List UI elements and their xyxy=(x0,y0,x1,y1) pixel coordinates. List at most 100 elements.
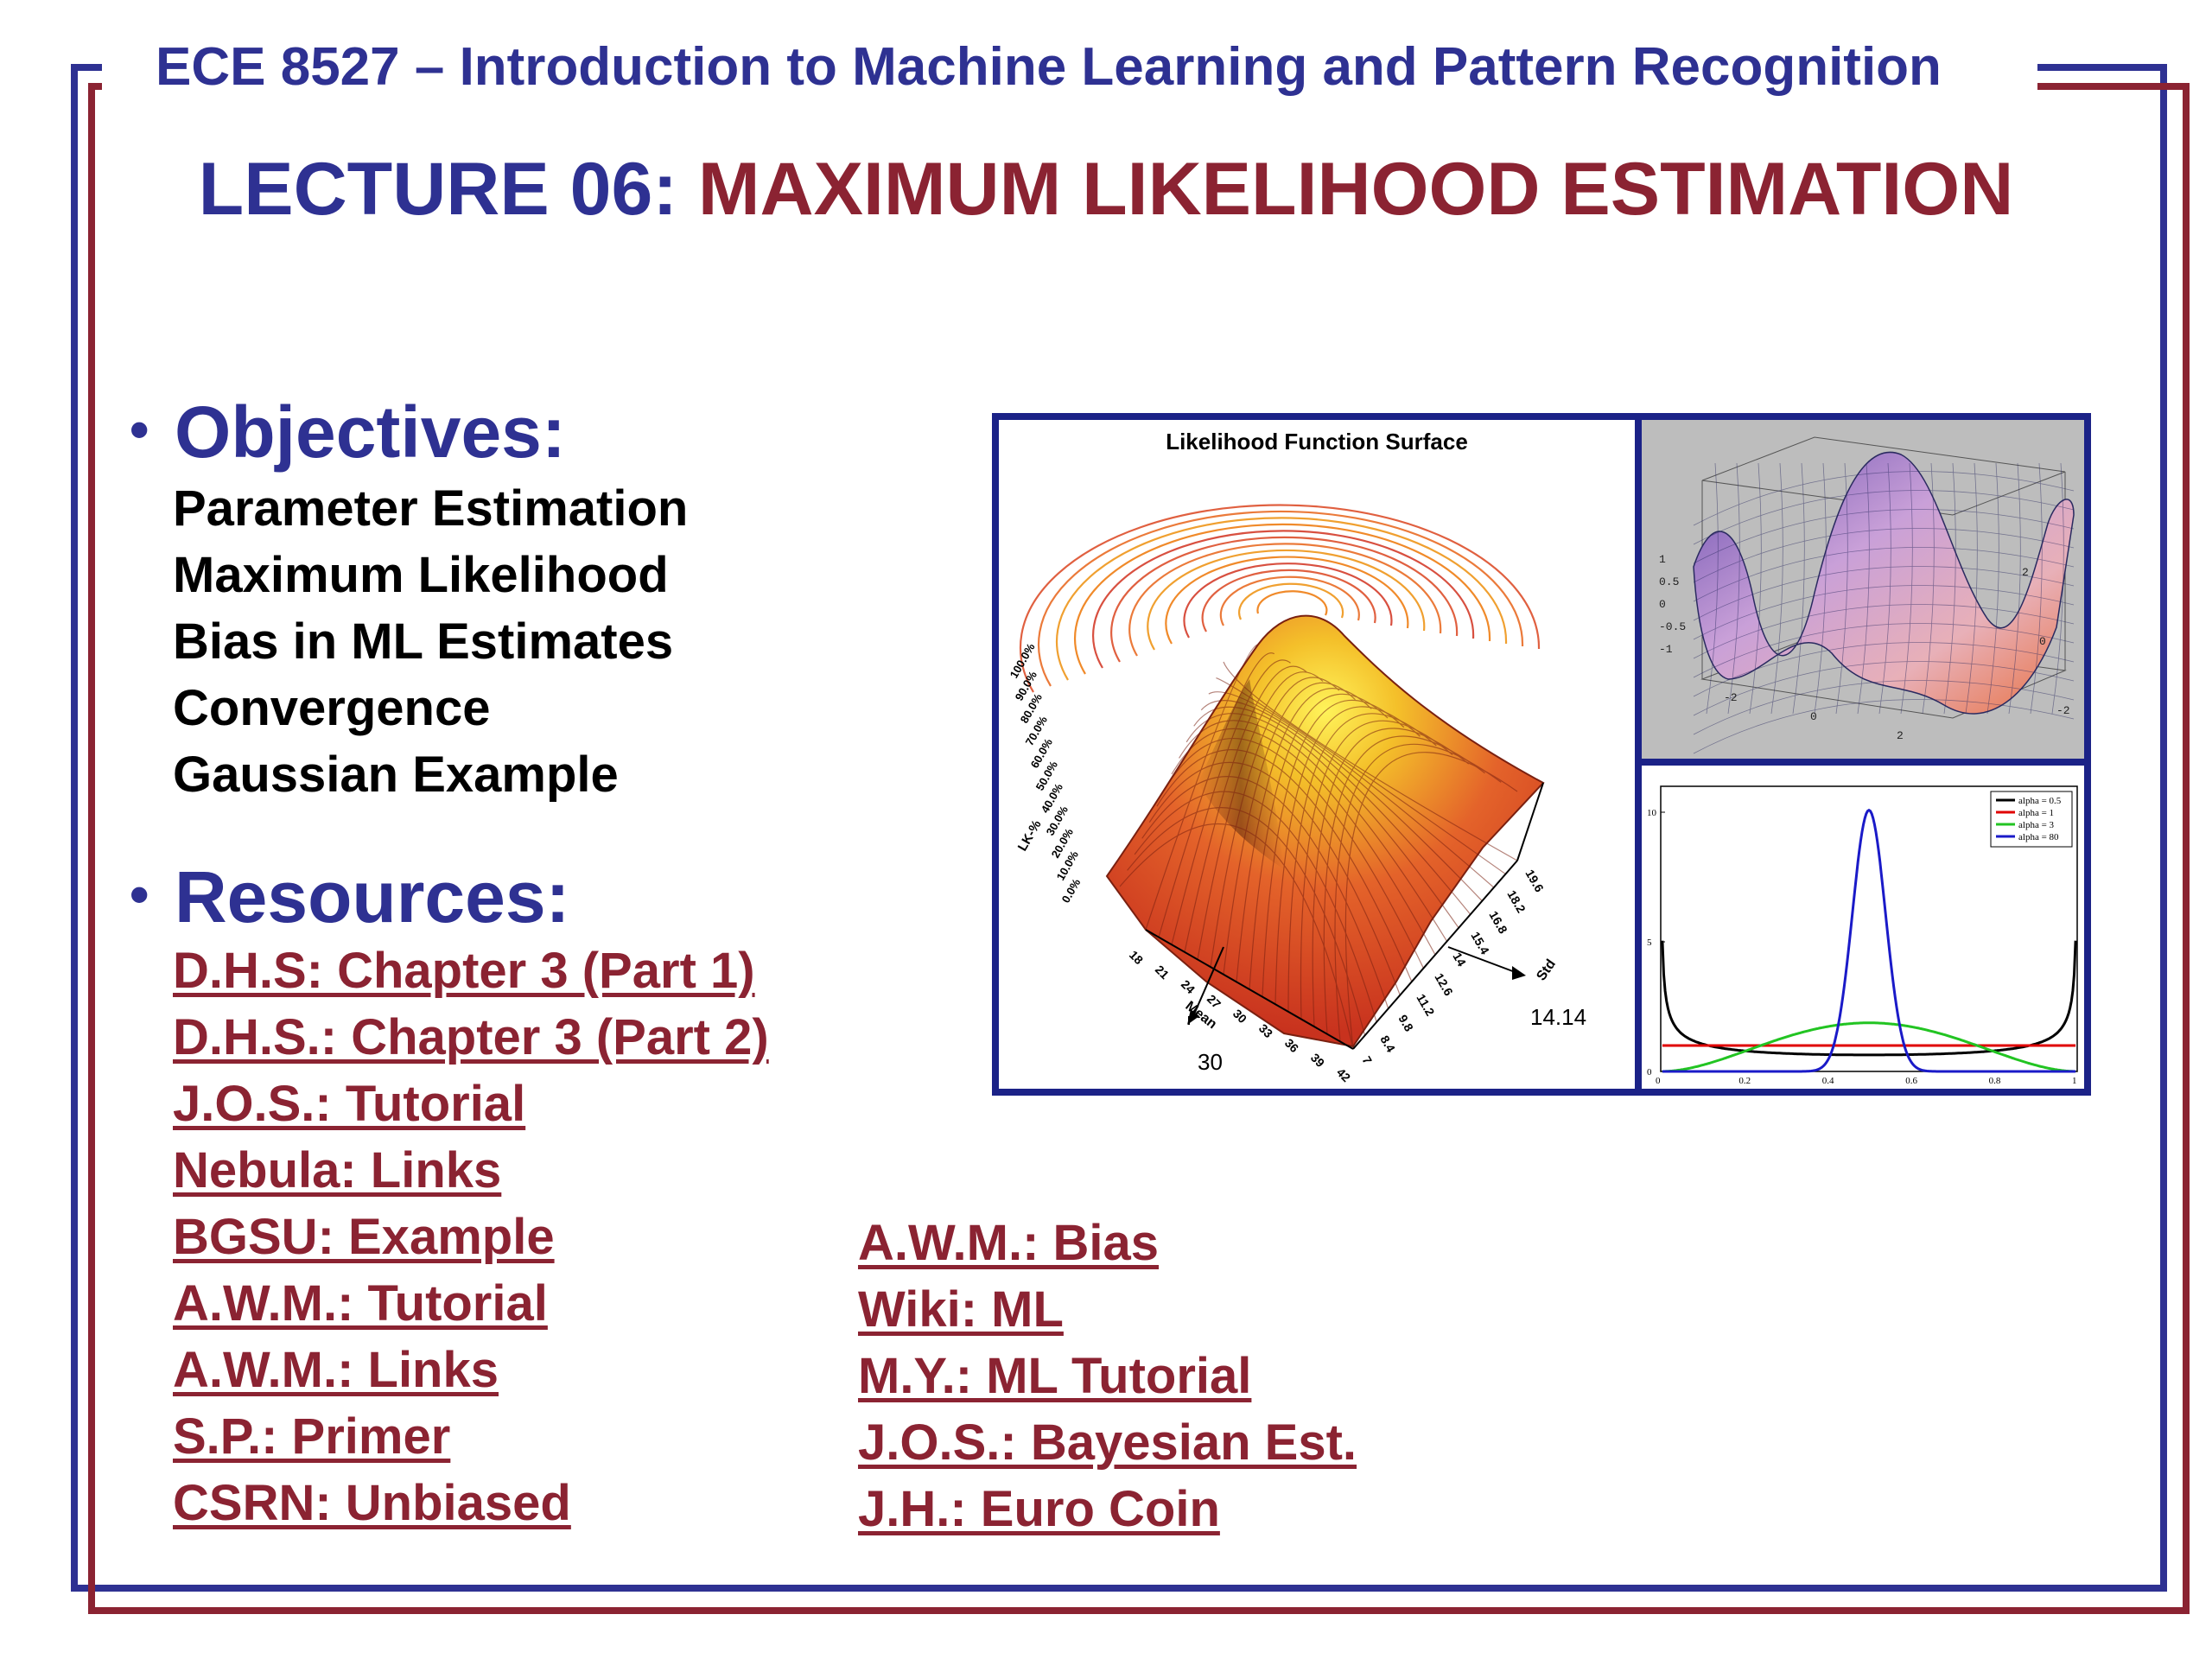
resources-list-left: D.H.S: Chapter 3 (Part 1) D.H.S.: Chapte… xyxy=(173,938,769,1536)
beta-y-tick-label: 5 xyxy=(1647,938,1652,948)
mesh-line xyxy=(1878,462,1891,715)
sinc-z-tick-label: 1 xyxy=(1659,553,1666,566)
mesh-line xyxy=(1693,604,2075,659)
mesh-line xyxy=(1344,752,1518,1050)
sinc-z-tick-label: 0 xyxy=(1659,598,1666,611)
beta-x-tick-label: 0.4 xyxy=(1822,1076,1834,1086)
contour-ring xyxy=(1201,569,1376,632)
likelihood-surface-title: Likelihood Function Surface xyxy=(1166,429,1468,454)
contour-ring xyxy=(1183,563,1393,639)
mesh-line xyxy=(2030,462,2043,715)
contour-ring xyxy=(1219,575,1360,626)
mesh-line xyxy=(1770,462,1783,715)
mesh-line xyxy=(1693,623,2075,678)
beta-curves xyxy=(1661,808,2077,1073)
beta-x-tick-label: 0 xyxy=(1656,1076,1661,1086)
beta-x-tick-label: 0.2 xyxy=(1738,1076,1751,1086)
resource-link[interactable]: BGSU: Example xyxy=(173,1209,555,1265)
mean-marker-label: 30 xyxy=(1198,1049,1223,1075)
contour-ring xyxy=(1037,510,1524,687)
resource-link[interactable]: J.H.: Euro Coin xyxy=(858,1481,1220,1537)
mesh-line xyxy=(1986,462,1999,715)
resource-link[interactable]: M.Y.: ML Tutorial xyxy=(858,1348,1252,1404)
mean-marker-arrow xyxy=(1192,946,1224,1017)
resources-heading-text: Resources: xyxy=(175,856,570,938)
mesh-line xyxy=(1193,706,1471,915)
likelihood-surface-figure: 100.0%90.0%80.0%70.0%60.0%50.0%40.0%30.0… xyxy=(1007,504,1586,1084)
mesh-line xyxy=(1706,462,1719,715)
mesh-line xyxy=(1922,462,1935,715)
contour-ring xyxy=(1147,549,1426,651)
mesh-line xyxy=(1693,661,2075,716)
contour-rings xyxy=(1019,504,1541,693)
objective-item: Gaussian Example xyxy=(173,747,619,803)
mesh-line xyxy=(1792,462,1805,715)
legend-label: alpha = 3 xyxy=(2018,820,2055,830)
resource-link[interactable]: Nebula: Links xyxy=(173,1142,502,1198)
beta-x-tick-label: 0.6 xyxy=(1905,1076,1917,1086)
mesh-line xyxy=(1208,691,1495,888)
mesh-line xyxy=(1210,677,1340,968)
mesh-line xyxy=(1216,677,1506,875)
title-mask xyxy=(102,35,2037,112)
mesh-line xyxy=(1693,680,2075,735)
contour-ring xyxy=(1165,556,1409,645)
lecture-title: LECTURE 06: MAXIMUM LIKELIHOOD ESTIMATIO… xyxy=(0,147,2212,232)
beta-y-tick-label: 0 xyxy=(1647,1067,1652,1077)
sinc-z-tick-label: -0.5 xyxy=(1659,620,1686,633)
mesh-line xyxy=(1171,728,1436,956)
mesh-line xyxy=(1835,462,1848,715)
mean-marker-arrowhead xyxy=(1187,1009,1199,1025)
resource-link[interactable]: D.H.S: Chapter 3 (Part 1) xyxy=(173,943,755,999)
sd-tick-label: 16.8 xyxy=(1486,909,1510,937)
resource-link[interactable]: A.W.M.: Tutorial xyxy=(173,1275,548,1332)
mesh-line xyxy=(1965,462,1978,715)
mesh-line xyxy=(1179,720,1448,942)
sinc-z-ticks: 1 0.5 0 -0.5 -1 xyxy=(1659,553,1686,656)
mesh-line xyxy=(2008,462,2021,715)
sd-tick-label: 19.6 xyxy=(1522,868,1547,895)
resource-link[interactable]: S.P.: Primer xyxy=(173,1408,451,1465)
lecture-number: LECTURE 06: xyxy=(198,148,677,231)
sinc-y-ticks: -2 0 2 xyxy=(2022,566,2070,717)
sd-tick-label: 7 xyxy=(1359,1054,1375,1067)
contour-ring xyxy=(1256,590,1328,616)
beta-x-ticks: 0 0.2 0.4 0.6 0.8 1 xyxy=(1656,1076,2077,1086)
objective-item: Bias in ML Estimates xyxy=(173,613,674,670)
course-title: ECE 8527 – Introduction to Machine Learn… xyxy=(156,37,1942,97)
mean-tick-label: 42 xyxy=(1334,1065,1353,1084)
resource-link[interactable]: Wiki: ML xyxy=(858,1281,1064,1338)
mesh-line xyxy=(1236,688,1372,982)
legend-label: alpha = 1 xyxy=(2018,808,2054,818)
beta-legend: alpha = 0.5 alpha = 1 alpha = 3 alpha = 80 xyxy=(1990,791,2073,848)
mean-tick-label: 36 xyxy=(1282,1036,1301,1055)
sd-tick-label: 9.8 xyxy=(1395,1013,1416,1034)
resource-link[interactable]: A.W.M.: Bias xyxy=(858,1215,1160,1271)
resource-link[interactable]: D.H.S.: Chapter 3 (Part 2) xyxy=(173,1009,769,1065)
sinc-z-tick-label: -1 xyxy=(1659,643,1673,656)
z-tick-labels: 100.0%90.0%80.0%70.0%60.0%50.0%40.0%30.0… xyxy=(1007,640,1084,905)
mesh-line xyxy=(1200,700,1483,902)
sd-tick-label: 11.2 xyxy=(1414,992,1437,1019)
resource-link[interactable]: J.O.S.: Bayesian Est. xyxy=(858,1414,1357,1471)
sinc-mesh xyxy=(1693,462,2075,754)
beta-x-tick-label: 0.8 xyxy=(1989,1076,2001,1086)
mesh-line xyxy=(1693,642,2075,697)
lk-axis-label: LK-% xyxy=(1015,817,1045,854)
resource-link[interactable]: CSRN: Unbiased xyxy=(173,1475,571,1531)
objective-item: Parameter Estimation xyxy=(173,480,689,537)
mesh-line xyxy=(1749,462,1762,715)
resource-link[interactable]: A.W.M.: Links xyxy=(173,1342,499,1398)
beta-curve xyxy=(1662,1021,2076,1073)
sd-marker-label: 14.14 xyxy=(1530,1004,1586,1030)
resource-link[interactable]: J.O.S.: Tutorial xyxy=(173,1076,526,1132)
mesh-line xyxy=(1158,652,1275,938)
bullet: • xyxy=(130,398,149,461)
legend-label: alpha = 0.5 xyxy=(2018,796,2062,806)
sd-tick-label: 15.4 xyxy=(1468,930,1492,957)
surface-mesh xyxy=(1119,644,1518,1050)
sd-marker-arrowhead xyxy=(1512,966,1526,980)
bullet: • xyxy=(130,863,149,925)
mesh-line xyxy=(1693,471,2075,526)
